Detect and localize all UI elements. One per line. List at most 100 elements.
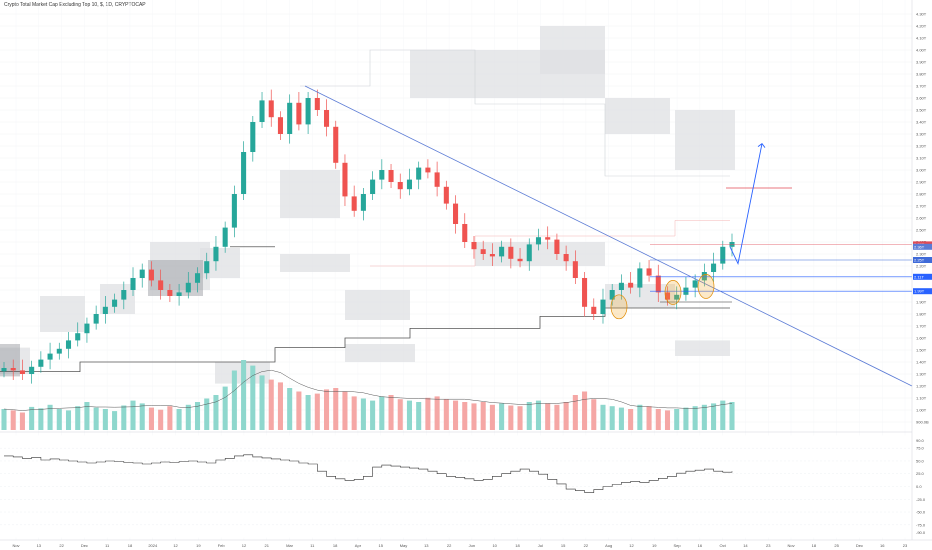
x-tick-label: 22 (584, 543, 589, 548)
y-tick-label: 3.60T (916, 96, 927, 101)
y-tick-label: 3.50T (916, 108, 927, 113)
candle (600, 299, 606, 314)
volume-bar (637, 404, 643, 430)
volume-bar (720, 400, 726, 430)
x-tick-label: Feb (218, 543, 226, 548)
candle (360, 194, 366, 211)
price-label: 2.25T (914, 258, 925, 263)
volume-bar (508, 405, 514, 430)
volume-bar (38, 408, 44, 430)
y-tick-label: 2.30T (916, 252, 927, 257)
y-tick-label: 4.10T (916, 36, 927, 41)
volume-bar (194, 402, 201, 430)
volume-bar (545, 403, 551, 430)
price-zone (40, 296, 85, 332)
candle (563, 254, 569, 262)
indicator-tick-label: 0.0 (916, 484, 922, 489)
price-label: 2.11T (914, 274, 924, 279)
volume-bar (93, 407, 99, 430)
volume-bar (268, 379, 274, 430)
volume-bar (19, 412, 25, 430)
candle (517, 258, 523, 262)
candle (489, 254, 495, 257)
volume-bar (121, 405, 127, 430)
volume-bar (443, 399, 449, 430)
x-tick-label: 25 (834, 543, 839, 548)
price-label: 1.99T (914, 289, 925, 294)
volume-bar (213, 395, 219, 430)
price-zone (675, 110, 735, 170)
volume-bar (591, 399, 597, 430)
x-tick-label: 12 (629, 543, 634, 548)
candle (213, 246, 219, 262)
candle (130, 278, 136, 290)
y-tick-label: 900.0B (916, 420, 929, 425)
volume-bar (222, 386, 228, 430)
arrow-head (757, 142, 766, 148)
x-tick-label: Dec (81, 543, 88, 548)
volume-bar (600, 404, 606, 430)
volume-bar (572, 395, 578, 430)
x-tick-label: 21 (265, 543, 270, 548)
indicator-line (4, 454, 733, 493)
y-tick-label: 1.40T (916, 360, 927, 365)
volume-bar (526, 402, 532, 430)
y-tick-label: 2.90T (916, 180, 927, 185)
indicator-tick-label: -25.0 (916, 497, 926, 502)
x-tick-label: Aug (605, 543, 612, 548)
x-tick-label: May (400, 543, 408, 548)
x-tick-label: 22 (59, 543, 64, 548)
downtrend-line (304, 85, 913, 387)
x-tick-label: 19 (652, 543, 657, 548)
x-tick-label: 18 (333, 543, 338, 548)
candle (314, 98, 320, 110)
candle (1, 368, 7, 372)
volume-bar (84, 402, 90, 430)
volume-bar (241, 360, 247, 430)
price-zone (675, 340, 730, 356)
x-tick-label: 13 (424, 543, 429, 548)
volume-bar (425, 397, 431, 430)
x-tick-label: 11 (310, 543, 315, 548)
highlight-circle (697, 274, 715, 299)
indicator-tick-label: -50.0 (916, 510, 926, 515)
candle (701, 272, 707, 281)
candle (93, 314, 99, 324)
price-zone (540, 26, 605, 74)
volume-bar (683, 407, 689, 430)
volume-bar (701, 404, 707, 430)
candle (250, 122, 256, 152)
y-tick-label: 3.20T (916, 144, 927, 149)
y-tick-label: 1.70T (916, 324, 927, 329)
candle (508, 246, 514, 259)
volume-bar (75, 406, 81, 430)
x-tick-label: 12 (242, 543, 247, 548)
candle (112, 299, 118, 307)
x-tick-label: 22 (447, 543, 452, 548)
volume-bar (10, 410, 16, 430)
candle (618, 282, 624, 290)
price-label: 2.36T (914, 244, 925, 249)
volume-bar (47, 404, 53, 430)
candle (305, 98, 311, 125)
volume-bar (204, 398, 210, 430)
candle (296, 102, 302, 125)
candle (535, 237, 542, 245)
x-tick-label: 10 (492, 543, 497, 548)
y-tick-label: 3.70T (916, 84, 927, 89)
volume-bar (674, 409, 680, 430)
candle (19, 370, 25, 374)
candle (158, 280, 164, 290)
x-tick-label: 16 (880, 543, 885, 548)
candle (204, 261, 210, 274)
candle (554, 239, 560, 254)
price-label-bg (913, 288, 932, 295)
candle (222, 227, 228, 247)
volume-bar (462, 402, 468, 430)
candle (591, 306, 597, 314)
price-zone (475, 242, 605, 266)
y-tick-label: 1.60T (916, 336, 927, 341)
candle (453, 203, 459, 224)
y-tick-label: 3.40T (916, 120, 927, 125)
